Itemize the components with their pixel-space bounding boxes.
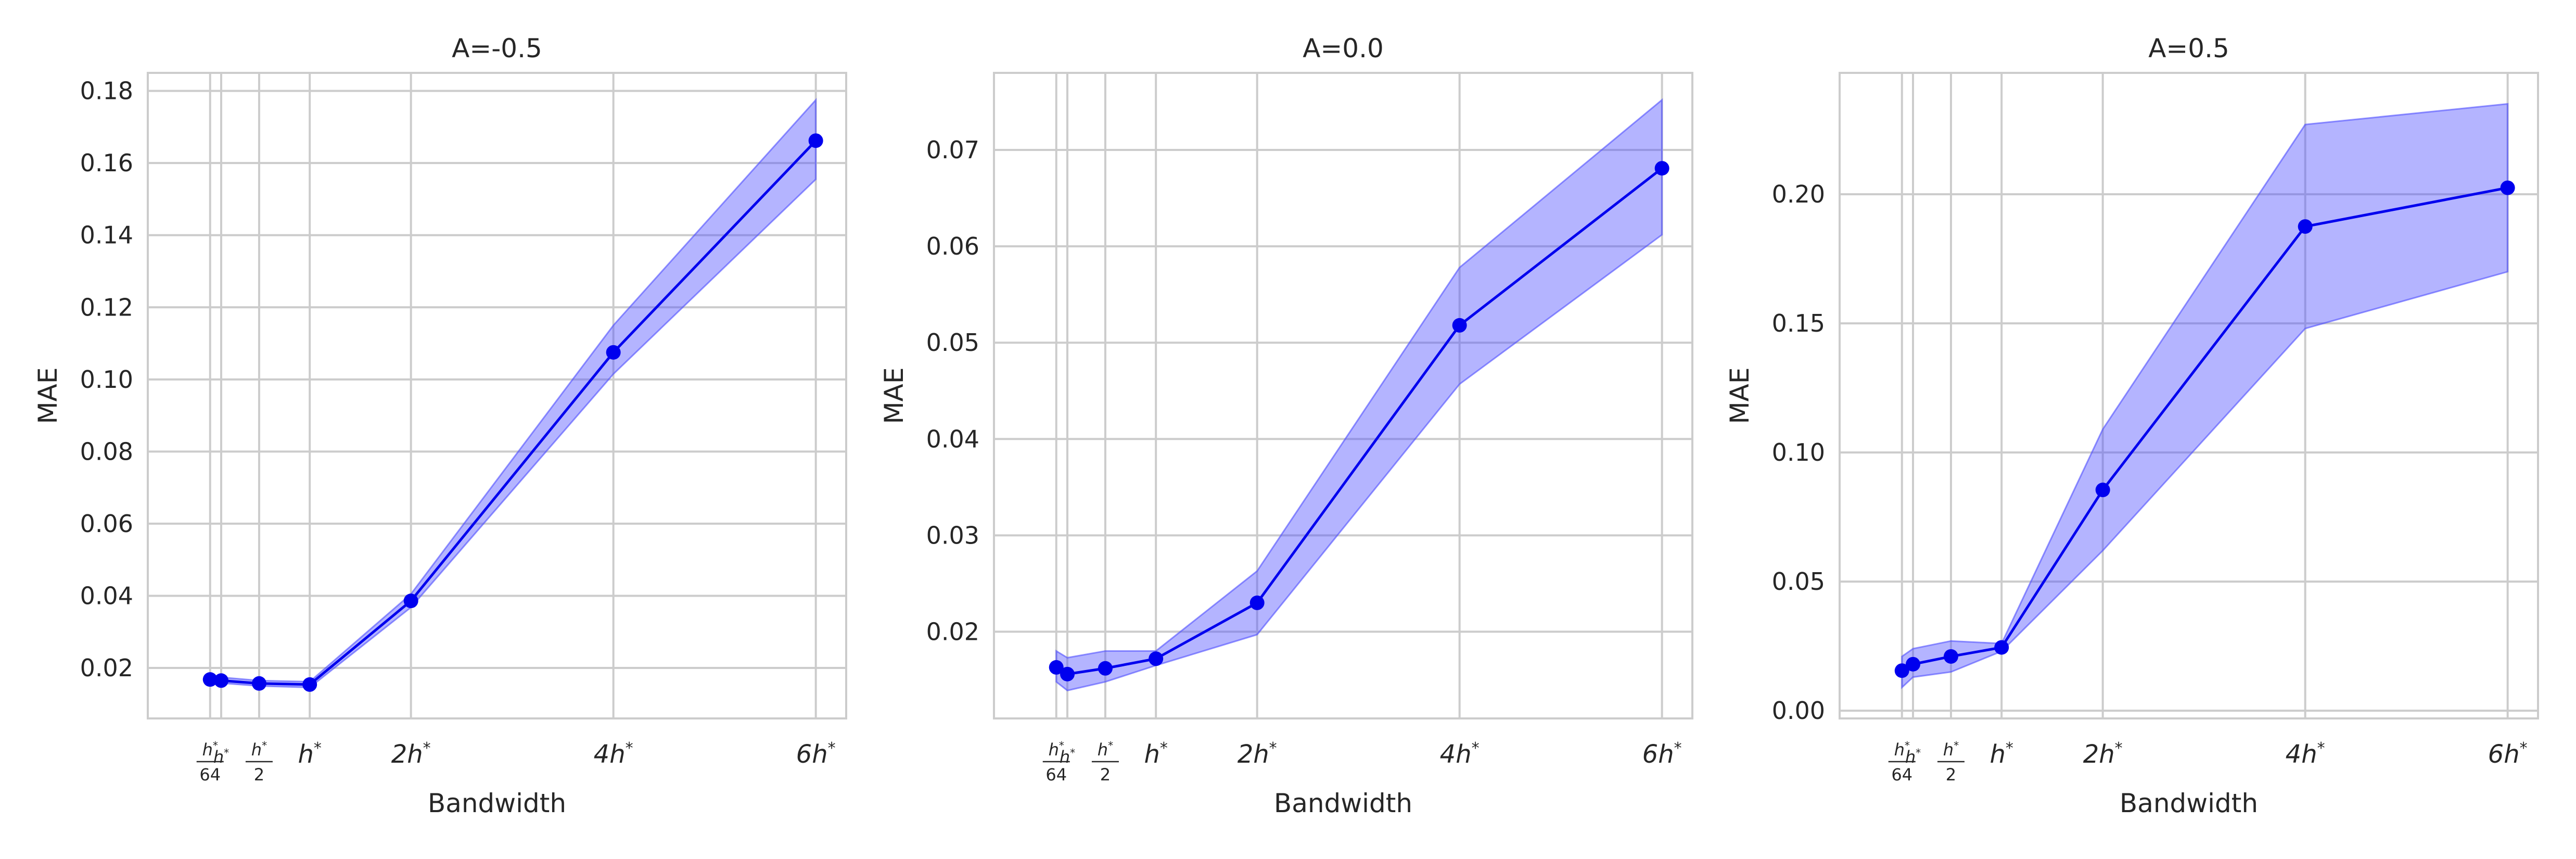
x-tick-label: h* [1144, 739, 1167, 769]
x-tick-denominator: 2 [1100, 765, 1111, 785]
data-point [214, 673, 229, 688]
y-tick-label: 0.16 [80, 149, 133, 177]
y-tick-label: 0.00 [1772, 697, 1825, 725]
x-tick-denominator: 2 [1946, 765, 1956, 785]
data-point [1049, 660, 1064, 675]
chart-title: A=-0.5 [452, 33, 542, 64]
x-tick-label: 4h* [1440, 739, 1480, 769]
data-point [1249, 595, 1265, 610]
x-tick-label: 6h* [1642, 739, 1682, 769]
x-tick-label: h* [298, 739, 321, 769]
x-tick-label: 6h* [796, 739, 836, 769]
x-tick-label: h* [1060, 747, 1075, 767]
chart-title: A=0.5 [2148, 33, 2229, 64]
data-point [1452, 318, 1467, 333]
confidence-band [1901, 103, 2509, 689]
data-point [808, 133, 823, 148]
y-tick-label: 0.06 [926, 232, 979, 260]
x-tick-label: h* [1905, 747, 1921, 767]
x-tick-denominator: 64 [199, 765, 221, 785]
plot-area [1840, 73, 2538, 718]
x-tick-label: h* [1049, 739, 1064, 760]
data-point [251, 676, 266, 691]
y-tick-label: 0.08 [80, 437, 133, 465]
axes-frame [993, 72, 1693, 719]
x-tick-label: 4h* [2286, 739, 2325, 769]
x-tick-label: h* [213, 747, 229, 767]
data-point [1098, 661, 1113, 676]
chart-panel-2: 0.020.030.040.050.060.07h*64h* h*2h* 2h* 4h… [879, 33, 1693, 818]
y-tick-label: 0.05 [1772, 567, 1825, 596]
data-point [1894, 663, 1909, 678]
y-tick-label: 0.18 [80, 77, 133, 105]
x-tick-label: 2h* [1238, 739, 1277, 769]
chart-panel-3: 0.000.050.100.150.20h*64h* h*2h* 2h* 4h* 6h*… [1725, 33, 2539, 818]
y-tick-label: 0.10 [1772, 438, 1825, 466]
y-axis-label: MAE [33, 368, 63, 424]
x-tick-label: h* [202, 739, 218, 760]
data-point [2095, 483, 2110, 498]
axes-frame [1839, 72, 2539, 719]
y-tick-label: 0.04 [80, 582, 133, 610]
x-tick-label: h* [1943, 739, 1959, 760]
data-point [403, 593, 418, 609]
data-point [1906, 656, 1921, 672]
x-tick-denominator: 64 [1045, 765, 1067, 785]
x-axis-label: Bandwidth [428, 788, 566, 818]
y-tick-label: 0.02 [926, 617, 979, 646]
y-tick-label: 0.12 [80, 293, 133, 321]
confidence-band [1055, 98, 1663, 691]
x-tick-label: 4h* [594, 739, 633, 769]
x-axis-label: Bandwidth [2120, 788, 2258, 818]
y-tick-label: 0.02 [80, 654, 133, 682]
confidence-band [209, 98, 817, 688]
x-tick-label: 6h* [2488, 739, 2528, 769]
data-point [302, 677, 317, 692]
data-point [1994, 640, 2009, 655]
y-tick-label: 0.04 [926, 425, 979, 453]
y-axis-label: MAE [879, 368, 909, 424]
y-tick-label: 0.15 [1772, 309, 1825, 337]
data-point [606, 345, 621, 360]
y-tick-label: 0.14 [80, 221, 133, 249]
chart-panel-1: 0.020.040.060.080.100.120.140.160.18h*64… [33, 33, 847, 818]
x-tick-label: 2h* [2083, 739, 2123, 769]
y-axis-label: MAE [1725, 368, 1755, 424]
y-tick-label: 0.06 [80, 510, 133, 538]
y-tick-label: 0.10 [80, 365, 133, 394]
x-tick-label: h* [1098, 739, 1113, 760]
data-point [1654, 161, 1669, 176]
y-tick-label: 0.20 [1772, 180, 1825, 208]
data-point [1149, 651, 1164, 666]
x-axis-label: Bandwidth [1274, 788, 1412, 818]
x-tick-label: h* [1990, 739, 2013, 769]
y-tick-label: 0.07 [926, 136, 979, 164]
plot-area [994, 73, 1692, 718]
axes-frame [147, 72, 847, 719]
x-tick-label: h* [251, 739, 267, 760]
y-tick-label: 0.03 [926, 521, 979, 549]
x-tick-label: h* [1894, 739, 1910, 760]
x-tick-label: 2h* [391, 739, 431, 769]
x-tick-denominator: 64 [1891, 765, 1912, 785]
y-tick-label: 0.05 [926, 329, 979, 357]
data-point [2298, 219, 2313, 234]
data-point [1943, 649, 1958, 664]
chart-title: A=0.0 [1303, 33, 1384, 64]
x-tick-denominator: 2 [254, 765, 264, 785]
data-point [2500, 180, 2515, 195]
plot-area [148, 73, 846, 718]
data-point [1060, 666, 1075, 681]
data-point [202, 672, 218, 687]
